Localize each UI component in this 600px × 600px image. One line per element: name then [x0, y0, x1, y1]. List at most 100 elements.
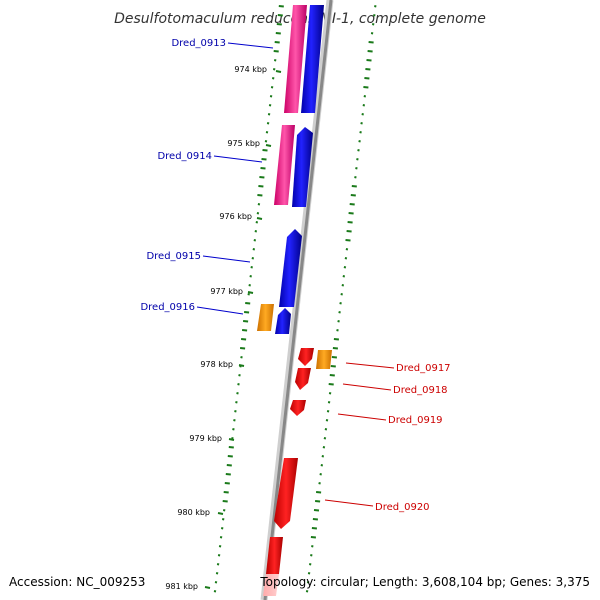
reverse-cds-feature — [298, 348, 314, 366]
gc-tick — [346, 230, 352, 233]
reverse-cds-feature — [263, 574, 279, 596]
leader-line — [213, 155, 263, 163]
gc-tick — [249, 275, 252, 278]
gc-tick — [218, 545, 222, 548]
gene-label[interactable]: Dred_0914 — [157, 151, 212, 162]
gc-tick — [261, 158, 267, 161]
gc-tick — [355, 167, 358, 170]
gc-tick — [305, 590, 309, 593]
gene-label[interactable]: Dred_0920 — [375, 502, 430, 513]
gene-label[interactable]: Dred_0913 — [171, 38, 226, 49]
gc-tick — [343, 266, 347, 269]
gc-tick — [308, 563, 312, 566]
forward-cds-feature — [292, 127, 313, 207]
gc-tick — [311, 545, 314, 548]
gc-tick — [328, 392, 332, 395]
gc-tick — [234, 410, 237, 413]
gc-tick — [312, 518, 318, 521]
gc-tick — [333, 338, 339, 341]
leader-line — [337, 413, 387, 421]
gc-tick — [233, 419, 236, 422]
gc-tick — [311, 527, 317, 530]
gc-tick — [275, 32, 281, 35]
gc-tick — [220, 527, 224, 530]
ruler-label-974: 974 kbp — [234, 65, 267, 74]
ruler-label-979: 979 kbp — [189, 434, 222, 443]
gc-tick — [371, 23, 375, 26]
gc-tick — [338, 311, 341, 314]
gc-tick — [313, 509, 320, 512]
gc-tick — [260, 167, 266, 170]
forward-cds-feature — [279, 229, 302, 307]
ruler-tick-976 — [256, 217, 263, 220]
gc-tick — [254, 230, 258, 233]
gc-tick — [252, 248, 256, 251]
gc-tick — [367, 50, 373, 53]
gc-tick — [327, 401, 331, 404]
ruler-label-975: 975 kbp — [227, 139, 260, 148]
gene-label[interactable]: Dred_0917 — [396, 363, 451, 374]
gc-tick — [345, 239, 351, 242]
gc-tick — [258, 185, 264, 188]
gc-tick — [373, 14, 376, 17]
ruler-tick-975 — [265, 144, 272, 147]
gc-tick — [257, 203, 261, 206]
gene-label[interactable]: Dred_0919 — [388, 415, 443, 426]
reverse-cds-feature — [266, 537, 283, 574]
gene-label[interactable]: Dred_0918 — [393, 385, 448, 396]
gc-tick — [365, 68, 371, 71]
gene-label[interactable]: Dred_0915 — [146, 251, 201, 262]
leader-line — [227, 42, 274, 49]
gc-tick — [315, 500, 321, 503]
gc-tick — [320, 464, 324, 467]
gc-tick — [364, 77, 370, 80]
gc-tick — [244, 311, 250, 314]
gc-tick — [330, 365, 336, 368]
gc-tick — [242, 329, 248, 332]
gc-tick — [332, 347, 338, 350]
ruler-tick-974 — [275, 70, 282, 73]
gc-tick — [274, 41, 280, 44]
genome-backbone — [260, 0, 334, 600]
gc-tick — [341, 284, 345, 287]
gc-track-right — [305, 5, 377, 593]
gc-tick — [276, 23, 282, 26]
forward-cds-feature — [301, 5, 324, 113]
ruler-tick-980 — [217, 512, 224, 515]
reverse-cds-feature — [295, 368, 311, 390]
gc-tick — [366, 59, 372, 62]
forward-rna-feature — [274, 125, 295, 205]
gc-tick — [363, 95, 367, 98]
gc-tick — [336, 329, 339, 332]
gc-tick — [255, 221, 259, 224]
gc-tick — [326, 410, 330, 413]
gc-tick — [322, 446, 326, 449]
gc-tick — [323, 437, 327, 440]
ruler-tick-977 — [247, 291, 254, 294]
gene-label[interactable]: Dred_0916 — [140, 302, 195, 313]
gc-tick — [231, 437, 234, 440]
gc-tick — [251, 257, 255, 260]
gc-tick — [342, 275, 346, 278]
gc-tick — [219, 536, 223, 539]
gc-tick — [215, 572, 219, 575]
leader-line — [202, 255, 251, 263]
gc-tick — [374, 5, 377, 8]
gc-tick — [329, 374, 335, 377]
gc-tick — [222, 500, 228, 503]
gc-tick — [349, 203, 355, 206]
gc-tick — [264, 140, 268, 143]
gc-tick — [269, 95, 273, 98]
gc-tick — [310, 536, 316, 539]
gc-tick — [331, 356, 337, 359]
gc-tick — [238, 374, 241, 377]
gc-tick — [245, 302, 251, 305]
gc-tick — [240, 356, 243, 359]
gc-tick — [250, 266, 253, 269]
gc-tick — [268, 104, 272, 107]
gc-tick — [318, 482, 321, 485]
gc-tick — [307, 572, 311, 575]
gc-tick — [223, 491, 229, 494]
gc-tick — [351, 185, 357, 188]
gc-tick — [339, 302, 342, 305]
